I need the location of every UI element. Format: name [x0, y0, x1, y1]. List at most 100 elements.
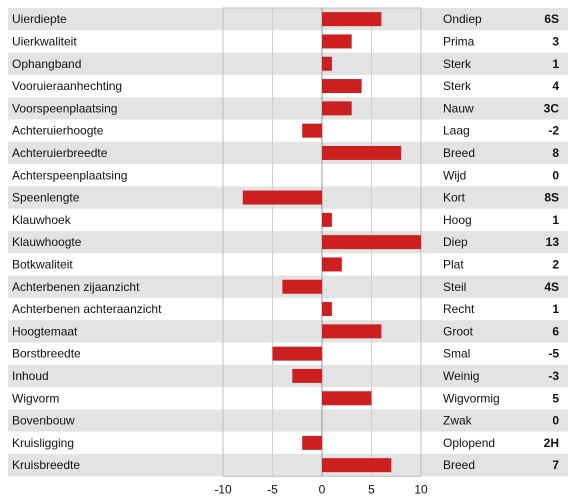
- score-label: 4: [552, 79, 559, 93]
- descriptor-label: Sterk: [443, 79, 472, 93]
- descriptor-label: Nauw: [443, 101, 474, 115]
- row-stripe: [8, 141, 568, 165]
- bar: [322, 79, 362, 94]
- descriptor-label: Diep: [443, 235, 468, 249]
- row-stripe: [8, 8, 568, 31]
- score-label: 2H: [544, 436, 559, 450]
- descriptor-label: Oplopend: [443, 436, 495, 450]
- trait-label: Uierkwaliteit: [12, 34, 77, 48]
- bar: [322, 101, 352, 116]
- score-label: 2: [552, 257, 559, 271]
- trait-label: Speenlengte: [12, 191, 80, 205]
- descriptor-label: Breed: [443, 146, 475, 160]
- trait-label: Borstbreedte: [12, 347, 81, 361]
- trait-label: Botkwaliteit: [12, 257, 73, 271]
- row-stripe: [8, 97, 568, 120]
- score-label: 6: [552, 324, 559, 338]
- descriptor-label: Steil: [443, 280, 466, 294]
- score-label: 8S: [544, 191, 559, 205]
- descriptor-label: Zwak: [443, 414, 473, 428]
- score-label: 6S: [544, 12, 559, 26]
- bar: [322, 302, 332, 317]
- score-label: 1: [552, 57, 559, 71]
- trait-label: Hoogtemaat: [12, 324, 78, 338]
- bar: [322, 257, 342, 272]
- trait-label: Achterspeenplaatsing: [12, 168, 127, 182]
- score-label: 7: [552, 458, 559, 472]
- descriptor-label: Weinig: [443, 369, 479, 383]
- score-label: 13: [546, 235, 560, 249]
- descriptor-label: Wigvormig: [443, 391, 500, 405]
- bar: [322, 324, 382, 339]
- score-label: 3: [552, 34, 559, 48]
- x-tick-label: 5: [368, 482, 375, 496]
- trait-label: Klauwhoek: [12, 213, 72, 227]
- score-label: 3C: [544, 101, 560, 115]
- trait-label: Kruisbreedte: [12, 458, 80, 472]
- row-stripe: [8, 409, 568, 432]
- x-tick-label: 0: [319, 482, 326, 496]
- descriptor-label: Plat: [443, 257, 464, 271]
- score-label: 0: [552, 414, 559, 428]
- score-label: 5: [552, 391, 559, 405]
- descriptor-label: Hoog: [443, 213, 472, 227]
- trait-label: Achteruierbreedte: [12, 146, 108, 160]
- descriptor-label: Smal: [443, 347, 470, 361]
- score-label: 0: [552, 168, 559, 182]
- score-label: -3: [548, 369, 559, 383]
- trait-label: Achteruierhoogte: [12, 124, 104, 138]
- bar: [322, 12, 382, 27]
- bar: [322, 458, 392, 473]
- bar: [322, 34, 352, 49]
- trait-label: Achterbenen achteraanzicht: [12, 302, 162, 316]
- trait-label: Inhoud: [12, 369, 49, 383]
- score-label: 4S: [544, 280, 559, 294]
- bar: [322, 391, 372, 406]
- x-tick-label: -5: [267, 482, 278, 496]
- descriptor-label: Wijd: [443, 168, 466, 182]
- bars: [242, 12, 421, 473]
- row-labels: Uierdiepte Ondiep 6S Uierkwaliteit Prima 3 Oph…: [12, 12, 559, 472]
- trait-label: Wigvorm: [12, 391, 59, 405]
- row-stripe: [8, 364, 568, 388]
- bar: [292, 368, 322, 383]
- descriptor-label: Ondiep: [443, 12, 482, 26]
- descriptor-label: Recht: [443, 302, 475, 316]
- trait-label: Vooruieraanhechting: [12, 79, 122, 93]
- score-label: -5: [548, 347, 559, 361]
- bar: [272, 346, 322, 361]
- bar: [322, 235, 421, 250]
- x-axis-ticks: -10 -5 0 5 10: [214, 482, 428, 496]
- trait-label: Bovenbouw: [12, 414, 75, 428]
- bar: [322, 212, 332, 227]
- bar: [242, 190, 322, 205]
- score-label: -2: [548, 124, 559, 138]
- bar: [302, 123, 322, 138]
- descriptor-label: Sterk: [443, 57, 472, 71]
- trait-label: Uierdiepte: [12, 12, 67, 26]
- bar: [322, 145, 402, 160]
- row-stripe: [8, 454, 568, 477]
- bar: [322, 56, 332, 71]
- score-label: 1: [552, 213, 559, 227]
- score-label: 8: [552, 146, 559, 160]
- trait-label: Voorspeenplaatsing: [12, 101, 117, 115]
- row-stripe: [8, 320, 568, 343]
- descriptor-label: Kort: [443, 191, 466, 205]
- trait-label: Ophangband: [12, 57, 81, 71]
- trait-label: Achterbenen zijaanzicht: [12, 280, 140, 294]
- trait-label: Klauwhoogte: [12, 235, 82, 249]
- trait-label: Kruisligging: [12, 436, 74, 450]
- x-tick-label: 10: [414, 482, 428, 496]
- x-tick-label: -10: [214, 482, 232, 496]
- bar: [282, 279, 322, 294]
- descriptor-label: Laag: [443, 124, 470, 138]
- descriptor-label: Groot: [443, 324, 474, 338]
- row-stripe: [8, 52, 568, 75]
- descriptor-label: Breed: [443, 458, 475, 472]
- bar: [302, 435, 322, 450]
- descriptor-label: Prima: [443, 34, 475, 48]
- row-stripe: [8, 231, 568, 254]
- score-label: 1: [552, 302, 559, 316]
